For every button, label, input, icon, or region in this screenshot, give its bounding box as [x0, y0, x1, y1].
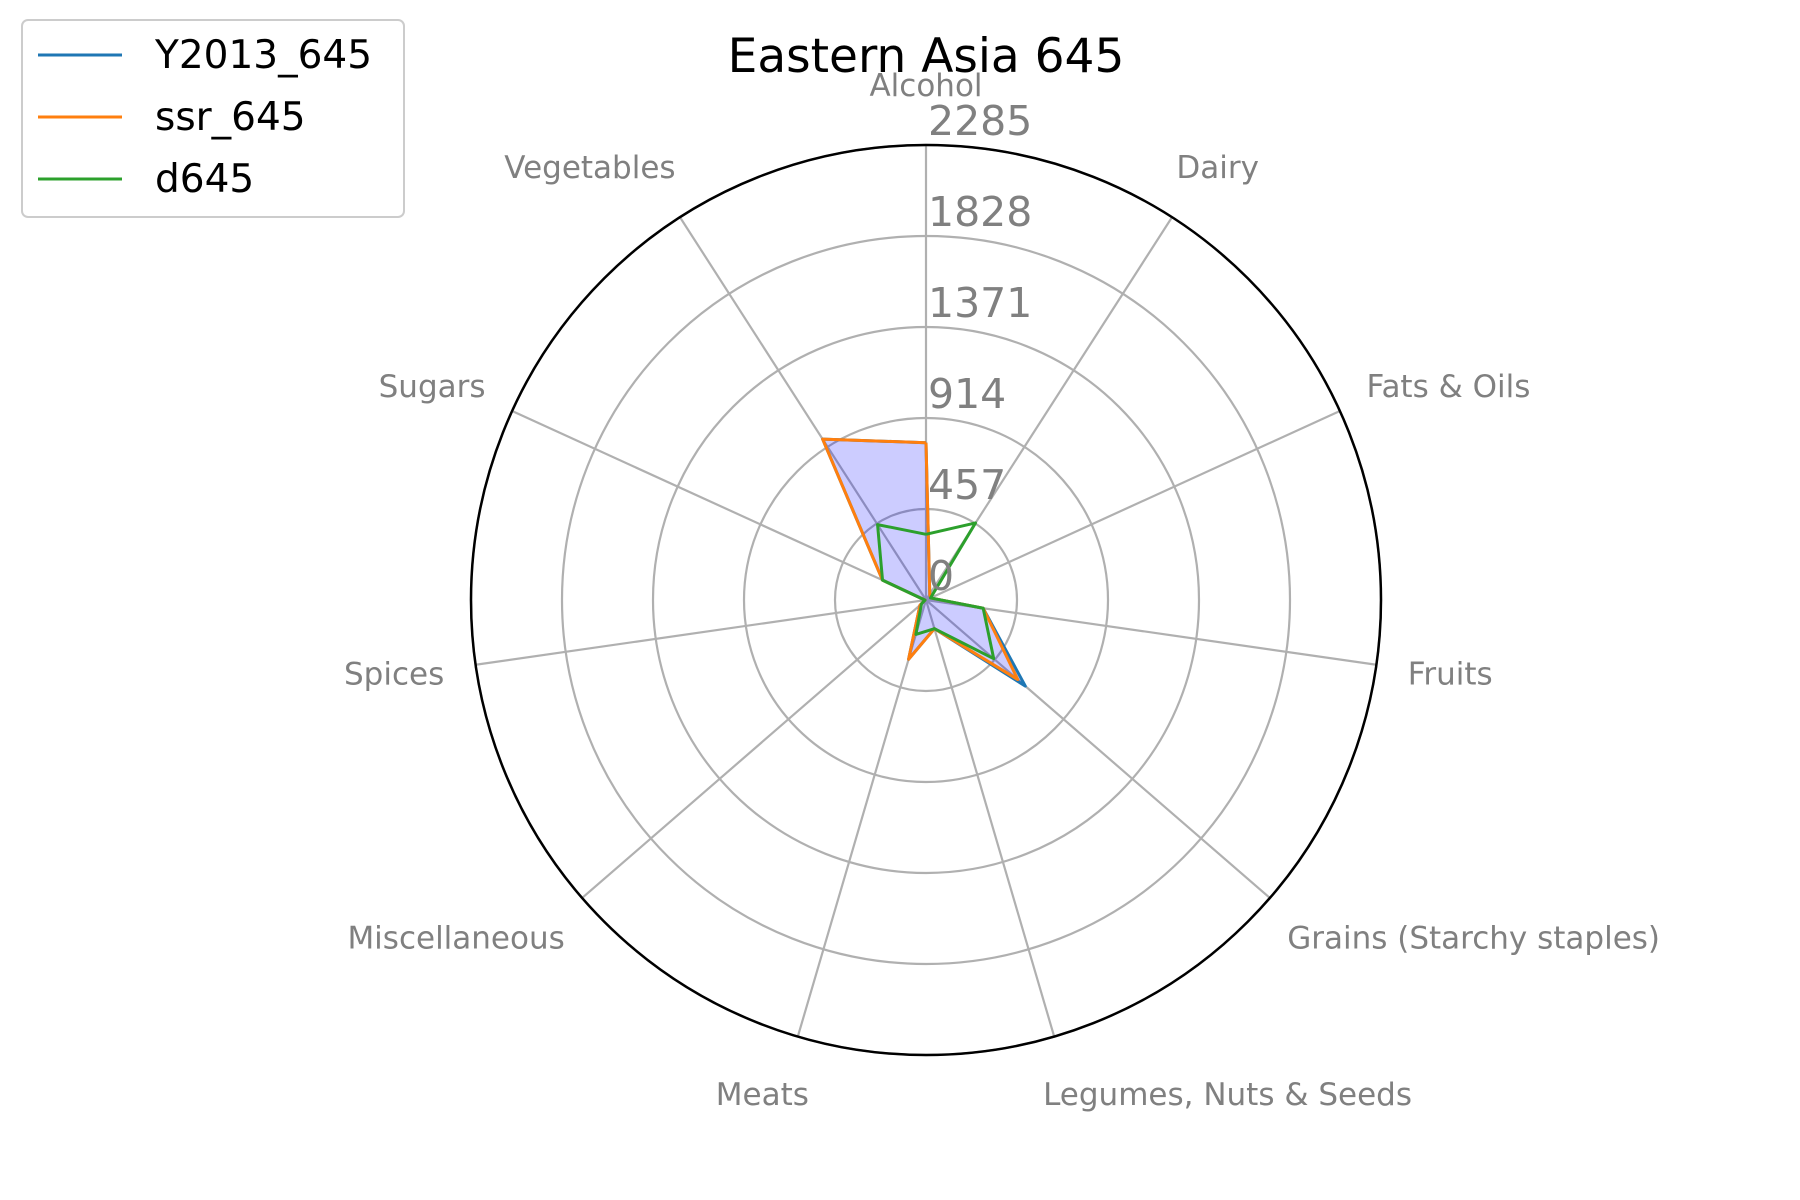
- category-label: Alcohol: [869, 68, 982, 104]
- spoke-2: [925, 409, 1341, 602]
- spoke-3: [925, 598, 1377, 666]
- series-line-d645: [876, 521, 996, 661]
- r-tick-label: 1371: [928, 279, 1032, 327]
- spoke-9: [511, 409, 927, 602]
- category-label: Grains (Starchy staples): [1287, 920, 1660, 956]
- r-tick-label: 2285: [928, 97, 1032, 145]
- spoke-5: [924, 599, 1056, 1037]
- series-lines: [821, 437, 1027, 688]
- r-tick-label: 914: [928, 370, 1006, 418]
- area-fill: [822, 439, 1026, 687]
- r-tick-label: 457: [928, 461, 1006, 509]
- grid-spokes: [475, 145, 1377, 1037]
- category-labels: Alcohol Dairy Fats & Oils Fruits Grains (Sta…: [344, 68, 1660, 1113]
- category-label: Vegetables: [504, 150, 675, 186]
- spoke-10: [679, 216, 927, 601]
- category-label: Fruits: [1408, 656, 1493, 692]
- legend: Y2013_645 ssr_645 d645: [21, 19, 405, 218]
- spoke-6: [796, 599, 928, 1037]
- category-label: Fats & Oils: [1366, 369, 1530, 405]
- outer-frame: [469, 143, 1383, 1057]
- spoke-4: [925, 599, 1271, 899]
- category-label: Dairy: [1176, 150, 1259, 186]
- radial-tick-labels: 0 457 914 1371 1828 2285: [928, 97, 1032, 600]
- legend-label: ssr_645: [155, 95, 306, 140]
- legend-label: d645: [155, 157, 254, 202]
- r-tick-label: 0: [928, 552, 954, 600]
- legend-label: Y2013_645: [154, 33, 372, 78]
- spoke-8: [475, 598, 927, 666]
- spoke-7: [581, 599, 927, 899]
- legend-frame: [21, 19, 405, 218]
- category-label: Miscellaneous: [347, 920, 564, 956]
- category-label: Legumes, Nuts & Seeds: [1043, 1077, 1412, 1113]
- category-label: Spices: [344, 656, 444, 692]
- category-label: Sugars: [379, 369, 486, 405]
- r-tick-label: 1828: [928, 188, 1032, 236]
- category-label: Meats: [716, 1077, 809, 1113]
- chart-title: Eastern Asia 645: [728, 29, 1125, 84]
